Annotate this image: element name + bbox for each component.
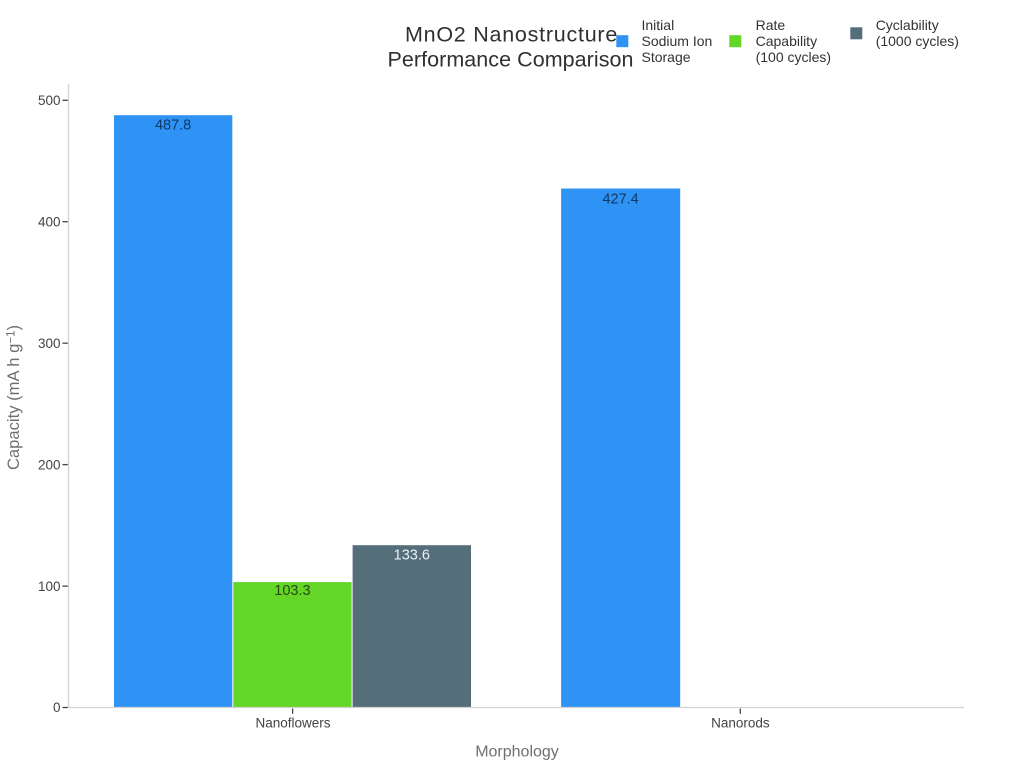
svg-text:Initial: Initial bbox=[642, 17, 675, 33]
svg-text:Cyclability: Cyclability bbox=[876, 17, 939, 33]
svg-text:MnO2 Nanostructure: MnO2 Nanostructure bbox=[405, 23, 618, 47]
svg-text:133.6: 133.6 bbox=[394, 548, 430, 564]
svg-text:Morphology: Morphology bbox=[475, 744, 559, 761]
svg-text:Rate: Rate bbox=[756, 17, 786, 33]
svg-text:(100 cycles): (100 cycles) bbox=[756, 49, 831, 65]
svg-text:103.3: 103.3 bbox=[274, 583, 310, 599]
svg-text:500: 500 bbox=[38, 93, 61, 108]
svg-text:300: 300 bbox=[38, 336, 61, 351]
svg-text:100: 100 bbox=[38, 579, 61, 594]
svg-text:427.4: 427.4 bbox=[602, 192, 638, 208]
svg-text:Nanoflowers: Nanoflowers bbox=[255, 715, 330, 730]
svg-text:200: 200 bbox=[38, 457, 61, 472]
svg-text:0: 0 bbox=[53, 700, 61, 715]
svg-text:Capability: Capability bbox=[756, 33, 817, 49]
svg-text:Storage: Storage bbox=[642, 49, 691, 65]
svg-text:Performance Comparison: Performance Comparison bbox=[387, 48, 633, 72]
svg-text:Sodium Ion: Sodium Ion bbox=[642, 33, 713, 49]
svg-text:Nanorods: Nanorods bbox=[711, 715, 770, 730]
svg-text:Capacity (mA h g−1): Capacity (mA h g−1) bbox=[4, 325, 23, 470]
svg-text:(1000 cycles): (1000 cycles) bbox=[876, 33, 959, 49]
svg-text:400: 400 bbox=[38, 214, 61, 229]
svg-text:487.8: 487.8 bbox=[155, 118, 191, 134]
